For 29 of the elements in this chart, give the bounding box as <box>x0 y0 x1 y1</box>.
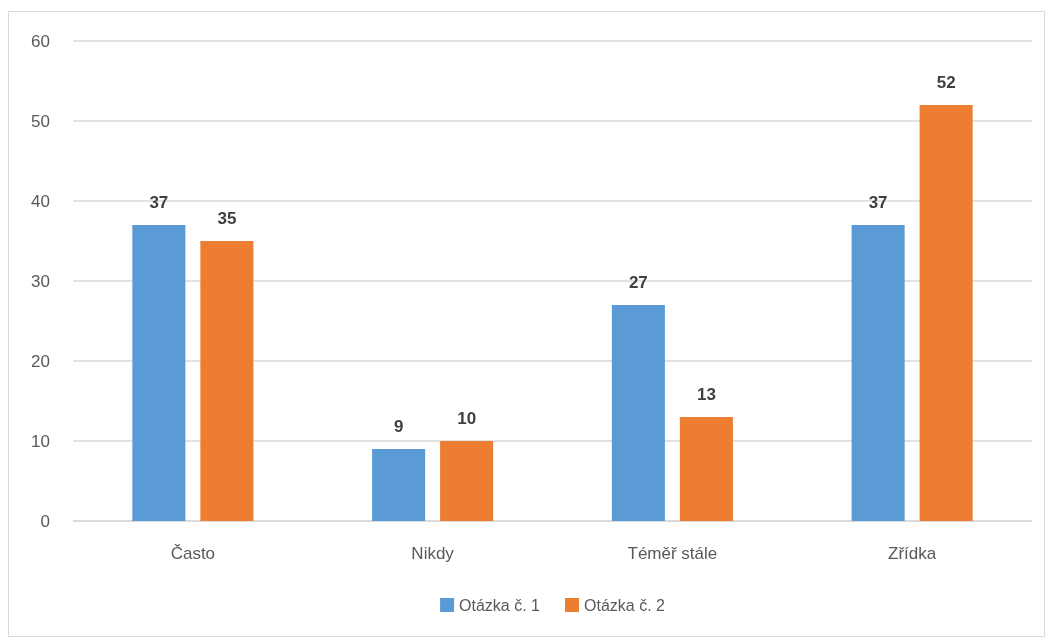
y-tick-label: 30 <box>31 271 50 291</box>
y-tick-label: 50 <box>31 111 50 131</box>
data-label: 37 <box>868 193 888 212</box>
x-tick-label: Téměř stále <box>627 544 718 563</box>
y-tick-label: 10 <box>31 431 50 451</box>
bar <box>679 417 733 521</box>
bar <box>200 241 254 521</box>
data-label: 9 <box>393 417 404 436</box>
y-tick-label: 40 <box>31 191 50 211</box>
bar <box>132 225 186 521</box>
bar <box>440 441 494 521</box>
data-label: 37 <box>149 193 169 212</box>
legend-label: Otázka č. 1 <box>459 596 541 614</box>
bar <box>611 305 665 521</box>
bar <box>372 449 426 521</box>
y-tick-label: 60 <box>31 31 50 51</box>
bar <box>919 105 973 521</box>
legend-label: Otázka č. 2 <box>584 596 666 614</box>
data-label: 27 <box>628 273 648 292</box>
x-tick-label: Často <box>170 544 216 563</box>
x-tick-label: Zřídka <box>888 544 937 563</box>
y-tick-label: 0 <box>40 511 50 531</box>
data-label: 13 <box>696 385 716 404</box>
y-tick-label: 20 <box>31 351 50 371</box>
bar <box>851 225 905 521</box>
data-label: 35 <box>217 209 237 228</box>
x-tick-label: Nikdy <box>411 544 455 563</box>
data-label: 10 <box>457 409 477 428</box>
data-label: 52 <box>936 73 956 92</box>
